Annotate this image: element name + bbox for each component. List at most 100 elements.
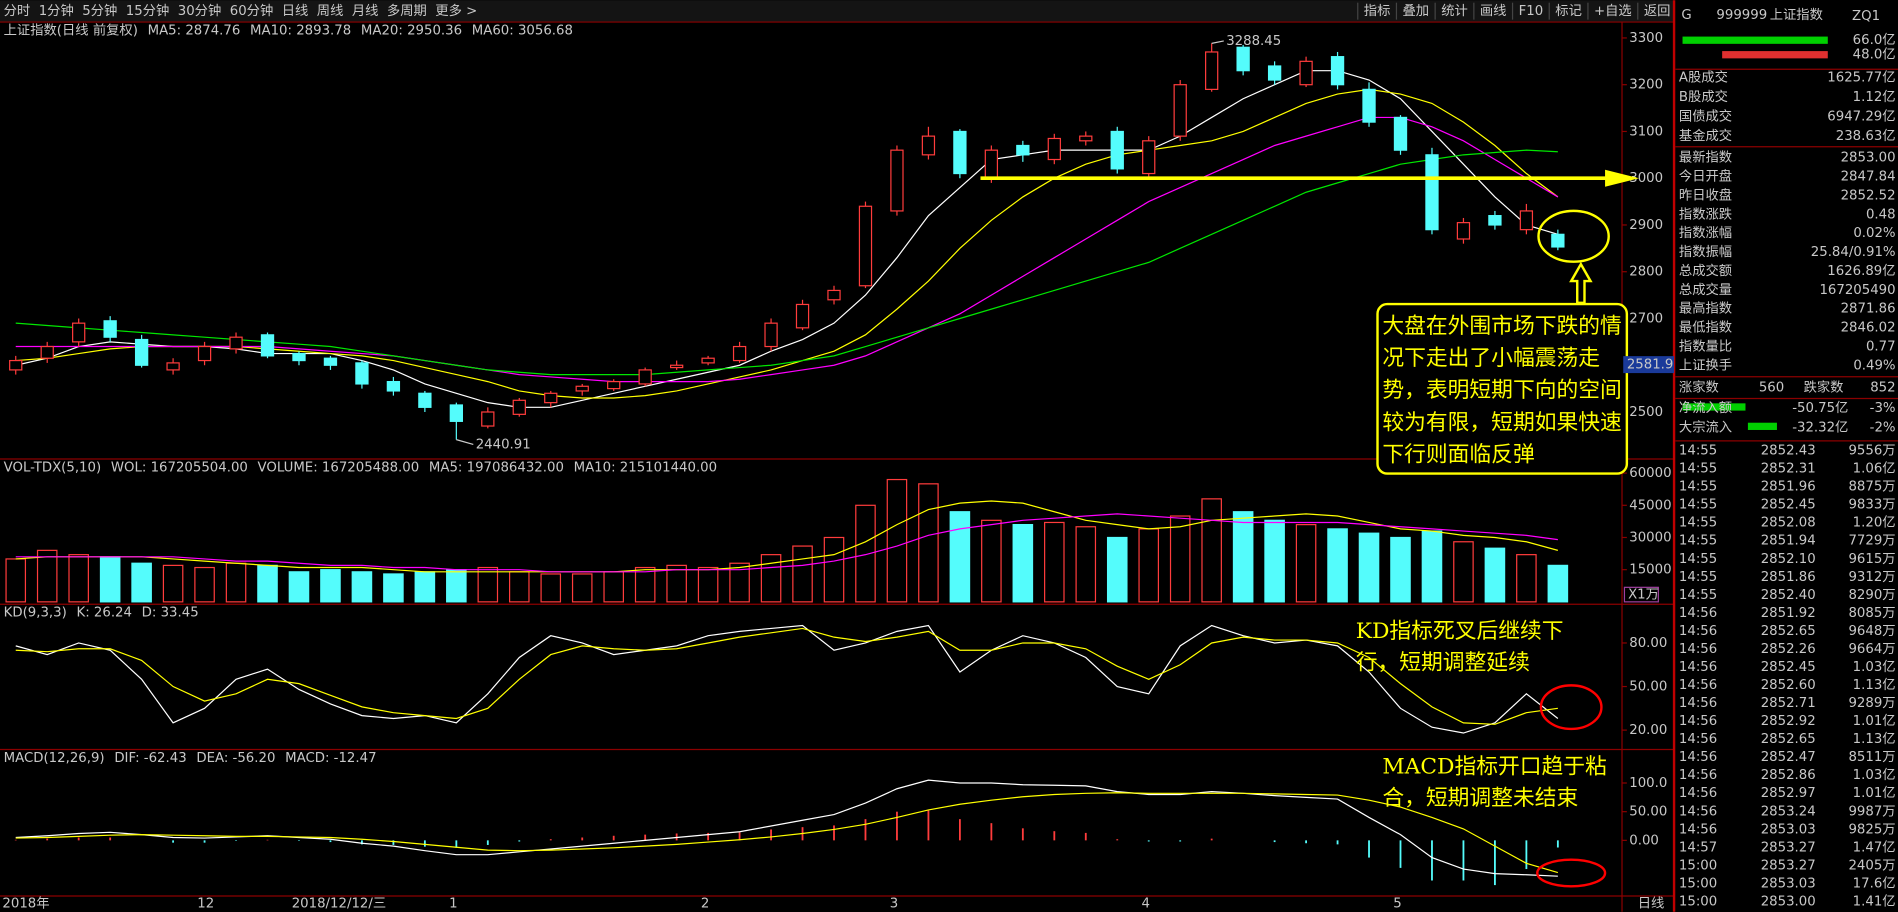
x-tick-label: 5 xyxy=(1393,896,1401,911)
volume-bar xyxy=(1421,530,1443,603)
tick-volume: 8290万 xyxy=(1848,588,1895,603)
callout-text: 况下走出了小幅震荡走 xyxy=(1382,346,1600,371)
tick-price: 2853.27 xyxy=(1761,858,1816,873)
volume-bar xyxy=(5,558,27,603)
tool-button[interactable]: 叠加 xyxy=(1403,3,1430,19)
y-tick-label: 45000 xyxy=(1629,498,1671,513)
volume-bar xyxy=(981,519,1002,603)
tick-volume: 1.20亿 xyxy=(1853,515,1896,531)
tick-volume: 1.03亿 xyxy=(1853,659,1896,675)
tick-time: 14:55 xyxy=(1679,570,1717,585)
y-tick-label: 50.00 xyxy=(1629,680,1667,695)
candle-body xyxy=(732,345,747,362)
support-arrow xyxy=(1605,169,1639,187)
candle-body xyxy=(1267,65,1282,81)
period-tab[interactable]: 更多 > xyxy=(435,2,477,19)
candle-body xyxy=(1205,51,1219,90)
stat-value: 2846.02 xyxy=(1841,321,1896,336)
volume-bar xyxy=(1295,524,1317,603)
volume-bar xyxy=(1044,521,1065,603)
series-line xyxy=(15,627,1558,725)
stat-label: 指数涨跌 xyxy=(1679,206,1732,222)
tick-time: 14:57 xyxy=(1679,840,1717,855)
legend-item: MA60: 3056.68 xyxy=(472,24,573,39)
candle-body xyxy=(1425,154,1439,231)
amount-label: 48.0亿 xyxy=(1853,47,1896,63)
volume-bar xyxy=(760,554,782,603)
period-tab[interactable]: 60分钟 xyxy=(230,2,274,19)
volume-bar xyxy=(1201,498,1222,603)
period-tab[interactable]: 15分钟 xyxy=(126,2,170,19)
tool-button[interactable]: 统计 xyxy=(1441,3,1468,19)
candle-body xyxy=(197,345,212,362)
candle-body xyxy=(1456,222,1471,240)
y-tick-label: 2700 xyxy=(1629,311,1663,326)
stat-label: 指数涨幅 xyxy=(1679,225,1732,241)
candle-body xyxy=(669,364,684,369)
candle-body xyxy=(72,322,86,343)
tick-price: 2852.60 xyxy=(1761,678,1816,693)
candle-body xyxy=(1142,140,1156,175)
series-line xyxy=(15,513,1558,573)
period-tab[interactable]: 周线 xyxy=(317,3,344,19)
legend-item: MA10: 2893.78 xyxy=(250,24,351,39)
tick-price: 2851.94 xyxy=(1761,534,1816,549)
volume-bar xyxy=(666,564,687,603)
period-tab[interactable]: 1分钟 xyxy=(39,2,74,19)
tool-button[interactable]: 标记 xyxy=(1555,3,1582,19)
candle-body xyxy=(260,334,275,357)
tick-time: 14:55 xyxy=(1679,534,1717,549)
tick-price: 2851.86 xyxy=(1761,570,1816,585)
amount-bar xyxy=(1682,36,1828,44)
candle-body xyxy=(1047,137,1061,161)
tick-price: 2852.47 xyxy=(1761,750,1816,765)
volume-bar xyxy=(131,562,152,603)
tick-volume: 1.03亿 xyxy=(1853,767,1896,783)
volume-bar xyxy=(918,483,939,603)
volume-bar xyxy=(446,569,467,603)
stat-value: 167205490 xyxy=(1819,283,1895,298)
y-tick-label: 80.00 xyxy=(1629,636,1667,651)
candle-body xyxy=(103,320,117,338)
tool-button[interactable]: 指标 xyxy=(1364,3,1391,19)
stat-label: 总成交量 xyxy=(1679,281,1732,298)
volume-bar xyxy=(1138,528,1160,603)
x-tick-label: 12 xyxy=(197,896,214,911)
tick-volume: 9833万 xyxy=(1848,498,1895,513)
volume-bar xyxy=(949,511,971,603)
volume-bar xyxy=(1232,511,1254,603)
flow-label: 大宗流入 xyxy=(1679,420,1732,436)
tool-button[interactable]: 返回 xyxy=(1644,3,1671,19)
period-tab[interactable]: 5分钟 xyxy=(82,2,117,19)
toolbar-bg xyxy=(0,0,1675,23)
candle-body xyxy=(1079,135,1093,142)
period-tab[interactable]: 日线 xyxy=(282,3,309,19)
stat-value: 0.02% xyxy=(1853,226,1895,241)
volume-bar xyxy=(540,573,562,603)
candle-body xyxy=(1330,56,1345,86)
period-tab[interactable]: 月线 xyxy=(352,3,379,19)
tool-button[interactable]: F10 xyxy=(1519,4,1544,19)
candle-body xyxy=(953,130,967,175)
period-tab[interactable]: 多周期 xyxy=(387,2,427,19)
period-tab[interactable]: 分时 xyxy=(4,3,31,19)
candle-body xyxy=(1519,210,1534,231)
legend-item: KD(9,3,3) xyxy=(4,606,67,621)
candle-body xyxy=(481,411,495,427)
tick-time: 14:55 xyxy=(1679,588,1717,603)
tick-volume: 1.41亿 xyxy=(1853,893,1896,909)
legend-item: MA5: 2874.76 xyxy=(148,24,241,39)
low-label: 2440.91 xyxy=(476,437,531,452)
amount-label: 66.0亿 xyxy=(1853,32,1896,48)
tool-button[interactable]: +自选 xyxy=(1594,3,1632,19)
volume-bar xyxy=(634,566,656,603)
period-tab[interactable]: 30分钟 xyxy=(178,2,222,19)
series-line xyxy=(15,500,1559,573)
y-tick-label: 2500 xyxy=(1629,405,1663,420)
tool-button[interactable]: 画线 xyxy=(1480,3,1507,19)
y-tick-label: 3300 xyxy=(1629,31,1663,46)
y-tick-label: 50.00 xyxy=(1629,805,1667,820)
tick-volume: 9825万 xyxy=(1848,822,1895,837)
callout-text: 势，表明短期下向的空间 xyxy=(1382,378,1621,403)
